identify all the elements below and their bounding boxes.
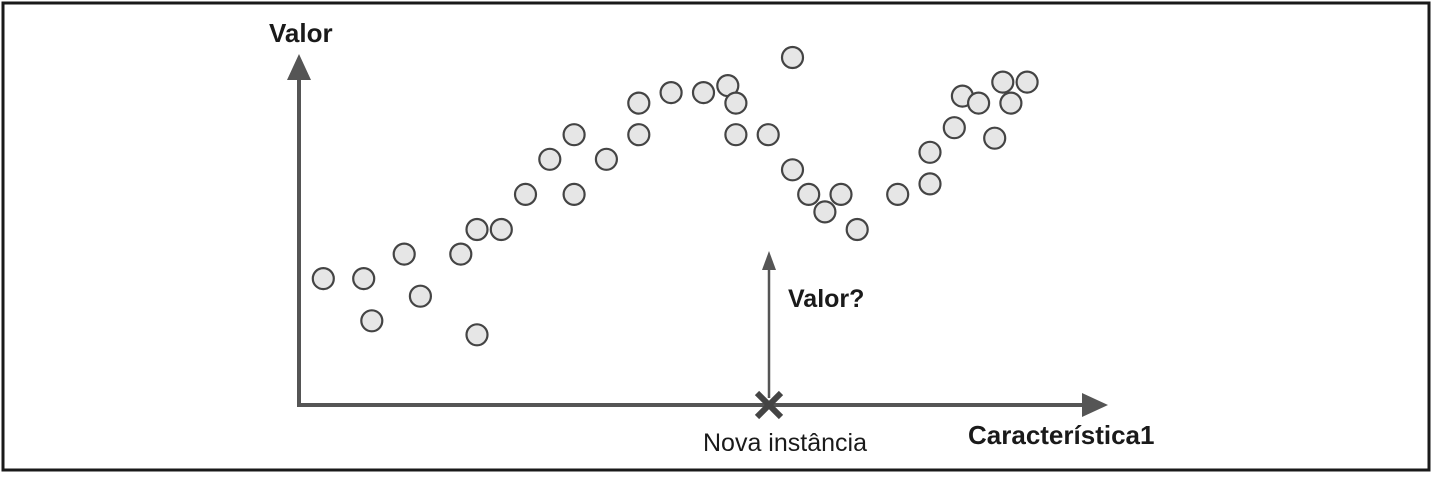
data-point: [627, 91, 651, 115]
data-point: [562, 123, 586, 147]
data-point: [724, 123, 748, 147]
data-point: [942, 116, 966, 140]
data-point: [513, 182, 538, 206]
query-arrowhead: [762, 251, 776, 270]
data-point: [845, 217, 869, 242]
y-axis-arrowhead: [287, 54, 311, 80]
data-point: [1015, 70, 1039, 94]
data-point: [627, 123, 651, 147]
data-point: [408, 284, 432, 308]
y-axis-label: Valor: [269, 18, 333, 48]
data-point: [489, 217, 513, 242]
data-point: [756, 123, 780, 147]
data-point: [829, 182, 853, 206]
data-point: [813, 200, 837, 224]
data-point: [465, 217, 489, 242]
data-point: [691, 80, 716, 105]
new-instance-label: Nova instância: [703, 429, 867, 457]
data-point: [999, 91, 1023, 115]
data-point: [780, 45, 805, 70]
data-point: [886, 182, 910, 206]
data-points: [311, 45, 1039, 347]
data-point: [918, 140, 942, 164]
new-instance-x-marker: [754, 390, 784, 420]
data-point: [562, 182, 586, 206]
x-axis-arrowhead: [1082, 393, 1108, 417]
data-point: [352, 267, 376, 291]
data-point: [392, 242, 416, 266]
query-label: Valor?: [788, 285, 864, 313]
data-point: [311, 267, 335, 291]
data-point: [724, 91, 748, 115]
data-point: [538, 147, 562, 171]
data-point: [659, 80, 683, 105]
data-point: [966, 91, 991, 115]
x-axis-label: Característica1: [968, 420, 1154, 450]
data-point: [465, 323, 489, 347]
data-point: [449, 242, 473, 266]
data-point: [991, 70, 1015, 94]
data-point: [780, 158, 805, 182]
data-point: [797, 182, 821, 206]
data-point: [983, 126, 1007, 150]
data-point: [594, 147, 619, 171]
data-point: [360, 309, 384, 333]
data-point: [918, 172, 942, 196]
